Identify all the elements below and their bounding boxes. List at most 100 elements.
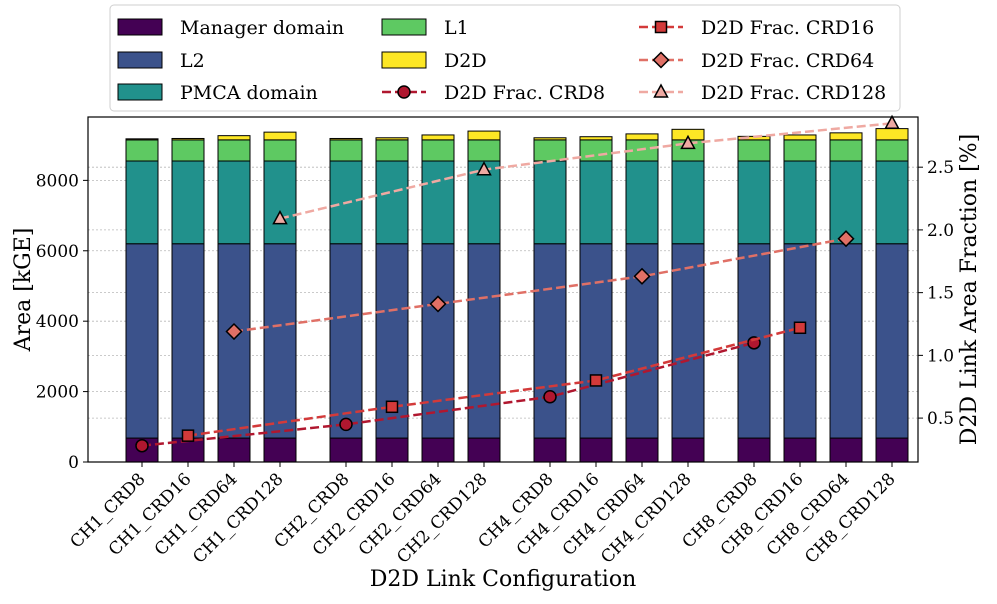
- x-axis-label: D2D Link Configuration: [370, 567, 637, 592]
- bar-l2-ch4-crd128: [671, 243, 705, 439]
- bar-d2d-ch2-crd16: [375, 137, 409, 141]
- y-tick-label-6000: 6000: [36, 242, 79, 262]
- point-d2d-frac-crd8-ch2-crd8: [339, 417, 353, 432]
- bar-d2d-ch8-crd128: [875, 128, 909, 141]
- point-d2d-frac-crd8-ch4-crd8: [543, 390, 557, 404]
- bar-d2d-ch4-crd16: [579, 136, 613, 141]
- legend-label-l2: L2: [180, 50, 205, 72]
- bar-manager-domain-ch2-crd64: [421, 437, 455, 463]
- bar-pmca-domain-ch4-crd8: [533, 160, 567, 245]
- bar-pmca-domain-ch2-crd8: [329, 160, 363, 245]
- point-d2d-frac-crd16-ch4-crd16: [589, 374, 603, 387]
- bar-pmca-domain-ch4-crd128: [671, 160, 705, 245]
- plot-frame: [87, 116, 919, 463]
- bar-l1-ch2-crd8: [329, 139, 363, 162]
- legend-label-d2d-frac-crd64: D2D Frac. CRD64: [701, 50, 874, 72]
- y2-tick-label-1: 1.0: [927, 346, 954, 366]
- y2-tick-label-0: 0.5: [927, 409, 954, 429]
- legend-label-d2d-frac-crd16: D2D Frac. CRD16: [701, 17, 874, 39]
- bar-d2d-ch1-crd16: [171, 137, 205, 141]
- bar-manager-domain-ch2-crd16: [375, 437, 409, 463]
- bar-l1-ch2-crd64: [421, 139, 455, 162]
- bar-d2d-ch2-crd128: [467, 130, 501, 141]
- y2-tick-label-4: 2.5: [927, 158, 954, 178]
- bar-manager-domain-ch1-crd128: [263, 437, 297, 463]
- bar-l2-ch2-crd128: [467, 243, 501, 439]
- y-axis-label: Area [kGE]: [11, 228, 36, 353]
- point-d2d-frac-crd64-ch1-crd64: [225, 322, 243, 341]
- legend-marker-d2d-frac-crd8: [397, 85, 411, 99]
- bar-l1-ch1-crd128: [263, 139, 297, 162]
- bar-manager-domain-ch8-crd64: [829, 437, 863, 463]
- bar-manager-domain-ch2-crd8: [329, 437, 363, 463]
- bar-manager-domain-ch8-crd128: [875, 437, 909, 463]
- bar-l1-ch4-crd8: [533, 139, 567, 162]
- bar-manager-domain-ch4-crd16: [579, 437, 613, 463]
- legend-marker-d2d-frac-crd128: [653, 83, 669, 98]
- bar-l2-ch2-crd8: [329, 243, 363, 439]
- point-d2d-frac-crd8-ch1-crd8: [135, 438, 149, 453]
- legend-marker-d2d-frac-crd16: [654, 20, 668, 34]
- bar-l2-ch8-crd64: [829, 243, 863, 439]
- bar-manager-domain-ch8-crd8: [737, 437, 771, 463]
- line-d2d-frac-crd64: [233, 237, 847, 333]
- bar-l2-ch2-crd64: [421, 243, 455, 439]
- bar-l2-ch1-crd128: [263, 243, 297, 439]
- bar-d2d-ch4-crd8: [533, 137, 567, 141]
- bar-pmca-domain-ch8-crd16: [783, 160, 817, 245]
- y2-tick-label-3: 2.0: [927, 221, 954, 241]
- bar-d2d-ch2-crd64: [421, 134, 455, 141]
- bar-l1-ch8-crd128: [875, 139, 909, 162]
- point-d2d-frac-crd16-ch8-crd16: [793, 321, 807, 335]
- legend-swatch-pmca-domain: [117, 83, 163, 101]
- legend-label-d2d-frac-crd128: D2D Frac. CRD128: [701, 82, 886, 104]
- bar-pmca-domain-ch4-crd16: [579, 160, 613, 245]
- y-tick-label-8000: 8000: [36, 171, 79, 191]
- bar-pmca-domain-ch1-crd128: [263, 160, 297, 245]
- bar-l1-ch1-crd64: [217, 139, 251, 162]
- bar-manager-domain-ch2-crd128: [467, 437, 501, 463]
- legend-swatch-l2: [117, 51, 163, 69]
- legend-label-d2d-frac-crd8: D2D Frac. CRD8: [444, 82, 605, 104]
- point-d2d-frac-crd16-ch2-crd16: [385, 400, 399, 414]
- legend-swatch-manager-domain: [117, 18, 163, 36]
- bar-l2-ch1-crd64: [217, 243, 251, 439]
- bar-d2d-ch1-crd128: [263, 131, 297, 141]
- bar-d2d-ch1-crd64: [217, 135, 251, 141]
- bar-l1-ch1-crd16: [171, 139, 205, 162]
- bar-manager-domain-ch4-crd64: [625, 437, 659, 463]
- bar-l1-ch8-crd16: [783, 139, 817, 162]
- bar-manager-domain-ch4-crd8: [533, 437, 567, 463]
- bar-pmca-domain-ch1-crd8: [125, 160, 159, 245]
- point-d2d-frac-crd64-ch8-crd64: [837, 230, 855, 248]
- bar-l1-ch1-crd8: [125, 139, 159, 162]
- bar-l1-ch2-crd16: [375, 139, 409, 162]
- legend-swatch-l1: [381, 18, 427, 36]
- point-d2d-frac-crd16-ch1-crd16: [181, 429, 195, 442]
- legend-label-manager-domain: Manager domain: [180, 17, 344, 39]
- bar-pmca-domain-ch8-crd8: [737, 160, 771, 245]
- bar-d2d-ch2-crd8: [329, 137, 363, 141]
- point-d2d-frac-crd128-ch1-crd128: [272, 210, 288, 225]
- y-tick-label-2000: 2000: [36, 383, 79, 403]
- bar-l2-ch1-crd16: [171, 243, 205, 439]
- legend-label-d2d: D2D: [444, 50, 487, 72]
- bar-l2-ch4-crd8: [533, 243, 567, 439]
- y-tick-label-0: 0: [68, 453, 79, 473]
- bar-pmca-domain-ch2-crd16: [375, 160, 409, 245]
- y2-axis-label: D2D Link Area Fraction [%]: [957, 134, 982, 446]
- bar-d2d-ch1-crd8: [125, 138, 159, 141]
- y2-tick-label-2: 1.5: [927, 284, 954, 304]
- bar-manager-domain-ch4-crd128: [671, 437, 705, 463]
- legend-box: [109, 4, 901, 112]
- point-d2d-frac-crd64-ch4-crd64: [633, 267, 651, 285]
- bar-l2-ch8-crd16: [783, 243, 817, 439]
- bar-l2-ch4-crd16: [579, 243, 613, 439]
- point-d2d-frac-crd128-ch2-crd128: [476, 161, 492, 176]
- point-d2d-frac-crd128-ch4-crd128: [680, 134, 696, 150]
- bar-pmca-domain-ch1-crd16: [171, 160, 205, 245]
- bars: [125, 128, 909, 463]
- bar-l1-ch4-crd16: [579, 139, 613, 162]
- bar-l1-ch2-crd128: [467, 139, 501, 162]
